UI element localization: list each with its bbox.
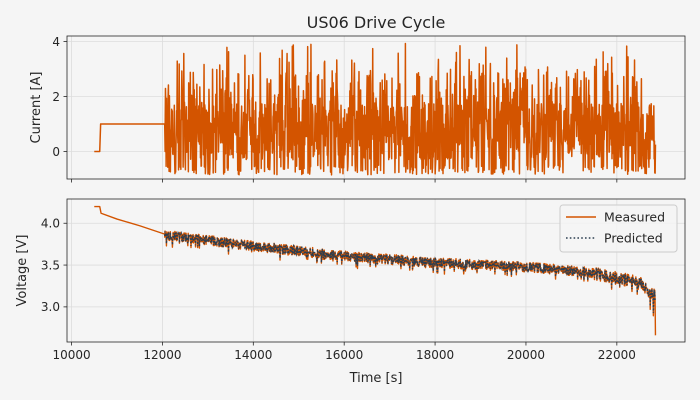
y-tick-label: 2 — [52, 90, 60, 104]
y-tick-label: 3.5 — [41, 258, 60, 272]
voltage-axes-frame — [66, 198, 686, 343]
x-tick-label: 10000 — [52, 348, 90, 362]
voltage-panel: 10000 12000 14000 16000 18000 20000 22000 3.0 3.… — [15, 198, 686, 386]
y-tick-label: 0 — [52, 145, 60, 159]
x-tick-label: 22000 — [598, 348, 636, 362]
voltage-y-axis-label: Voltage [V] — [15, 235, 30, 307]
current-ticks: 0 2 4 — [52, 35, 618, 183]
y-tick-label: 4.0 — [41, 217, 60, 231]
current-series-line — [94, 42, 657, 176]
predicted-series-line — [164, 230, 656, 313]
current-panel: 0 2 4 Current [A] — [29, 35, 686, 183]
y-tick-label: 4 — [52, 35, 60, 49]
voltage-ticks: 10000 12000 14000 16000 18000 20000 22000 3.0 3.… — [41, 217, 636, 362]
legend-measured-label: Measured — [604, 210, 665, 225]
y-tick-label: 3.0 — [41, 300, 60, 314]
current-axes-frame — [66, 35, 686, 180]
x-tick-label: 20000 — [507, 348, 545, 362]
current-series — [94, 42, 657, 176]
chart-title: US06 Drive Cycle — [307, 13, 446, 32]
x-tick-label: 12000 — [143, 348, 181, 362]
x-tick-label: 14000 — [234, 348, 272, 362]
x-axis-label: Time [s] — [349, 371, 403, 386]
legend-predicted-label: Predicted — [604, 231, 663, 246]
voltage-series — [94, 205, 657, 336]
legend: Measured Predicted — [559, 204, 678, 253]
x-tick-label: 16000 — [325, 348, 363, 362]
x-tick-label: 18000 — [416, 348, 454, 362]
current-y-axis-label: Current [A] — [29, 72, 44, 144]
